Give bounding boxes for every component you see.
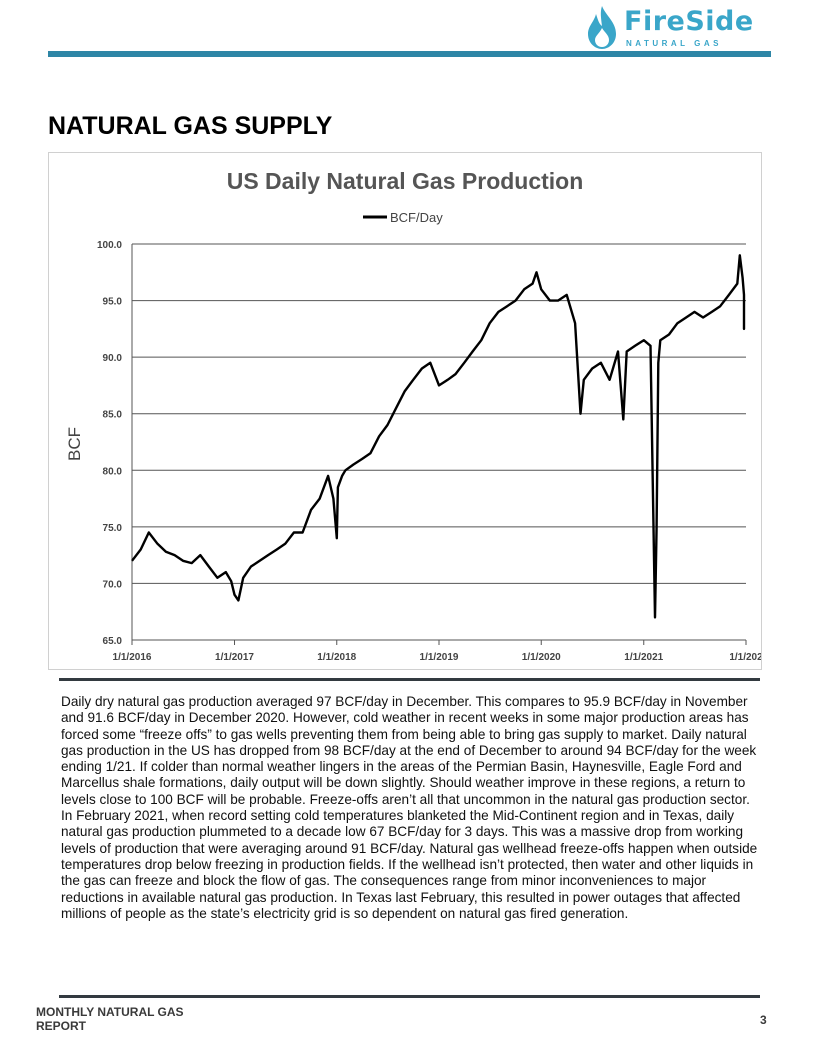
- series-line-bcf-day: [131, 254, 746, 619]
- legend-label: BCF/Day: [390, 210, 443, 225]
- chart-title: US Daily Natural Gas Production: [227, 168, 584, 194]
- y-tick-label: 80.0: [103, 466, 123, 477]
- x-tick-label: 1/1/2019: [420, 652, 459, 663]
- y-tick-label: 90.0: [103, 353, 123, 364]
- fireside-logo: FireSide NATURAL GAS: [584, 4, 774, 50]
- x-tick-label: 1/1/2020: [522, 652, 561, 663]
- y-tick-label: 70.0: [103, 579, 123, 590]
- footer-report-name: MONTHLY NATURAL GAS REPORT: [36, 1005, 184, 1033]
- x-tick-label: 1/1/2021: [624, 652, 663, 663]
- y-tick-labels: 100.0 95.0 90.0 85.0 80.0 75.0 70.0 65.0: [97, 240, 122, 647]
- x-tick-label: 1/1/2017: [215, 652, 254, 663]
- y-tick-label: 65.0: [103, 636, 123, 647]
- y-tick-label: 95.0: [103, 297, 123, 308]
- y-axis-label: BCF: [65, 427, 84, 461]
- section-title: NATURAL GAS SUPPLY: [48, 112, 333, 140]
- flame-drop-icon: [588, 6, 616, 49]
- x-tick-label: 1/1/2016: [113, 652, 152, 663]
- x-tick-label: 1/1/202: [729, 652, 761, 663]
- bottom-text-rule: [59, 995, 760, 998]
- header-accent-bar: [48, 51, 771, 57]
- top-text-rule: [59, 678, 760, 681]
- page-number: 3: [760, 1013, 767, 1027]
- chart-svg: US Daily Natural Gas Production BCF/Day …: [65, 168, 761, 663]
- logo-brand-text: FireSide: [624, 6, 754, 37]
- y-tick-label: 85.0: [103, 410, 123, 421]
- y-tick-label: 100.0: [97, 240, 122, 251]
- y-tick-label: 75.0: [103, 523, 123, 534]
- x-tick-label: 1/1/2018: [317, 652, 356, 663]
- logo-subtitle-text: NATURAL GAS: [626, 39, 722, 48]
- x-tick-labels: 1/1/2016 1/1/2017 1/1/2018 1/1/2019 1/1/2020…: [113, 640, 761, 663]
- production-chart: US Daily Natural Gas Production BCF/Day …: [48, 152, 762, 670]
- body-paragraph: Daily dry natural gas production average…: [61, 694, 758, 921]
